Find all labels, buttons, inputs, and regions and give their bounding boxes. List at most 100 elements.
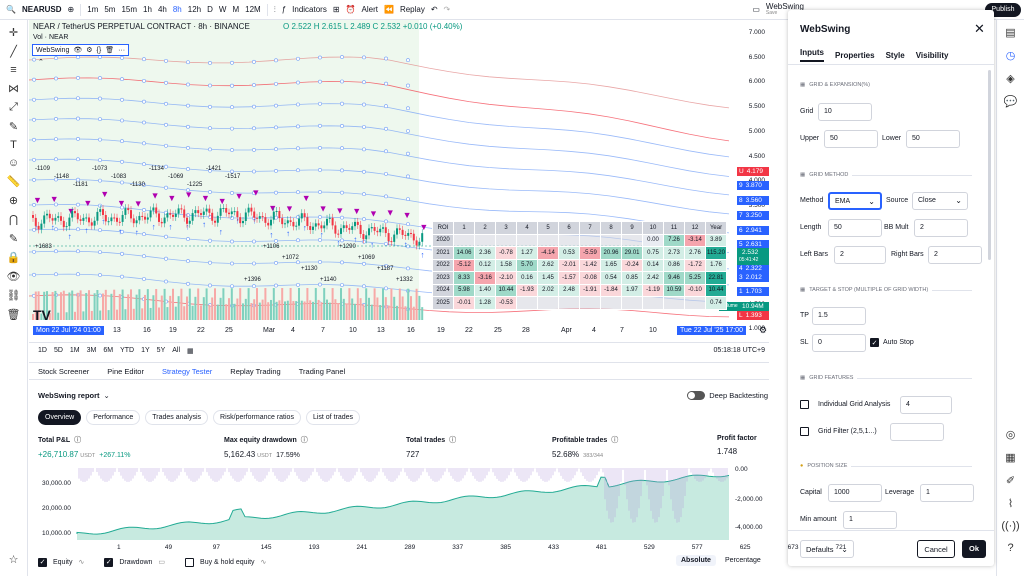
info-icon[interactable]: ⓘ: [300, 437, 308, 444]
ruler-icon[interactable]: 📏: [6, 176, 21, 188]
report-subtab-2[interactable]: Trades analysis: [145, 410, 209, 425]
legend-checkbox-1[interactable]: ✓: [104, 557, 114, 567]
timeframe-4[interactable]: 4h: [157, 5, 167, 14]
panel-tab-2[interactable]: Strategy Tester: [161, 366, 213, 376]
report-subtab-3[interactable]: Risk/performance ratios: [213, 410, 301, 425]
link-icon[interactable]: ⛓: [6, 290, 21, 302]
layouts-icon[interactable]: ⊞: [332, 5, 340, 14]
replay-button[interactable]: Replay: [399, 5, 425, 14]
timeframe-1[interactable]: 5m: [104, 5, 116, 14]
brush-icon[interactable]: ✎: [8, 121, 19, 133]
alert-button[interactable]: Alert: [361, 5, 378, 14]
upper-input[interactable]: 50: [824, 130, 878, 148]
publish-button[interactable]: Publish: [985, 3, 1021, 17]
trendline-icon[interactable]: ╱: [10, 46, 17, 58]
lock-icon[interactable]: 🔒: [6, 252, 21, 264]
timeframe-3[interactable]: 1h: [143, 5, 152, 14]
chart-title[interactable]: NEAR / TetherUS PERPETUAL CONTRACT · 8h …: [33, 22, 250, 31]
eye-icon[interactable]: 👁: [6, 271, 21, 283]
layout-name[interactable]: WebSwing Save: [766, 2, 804, 17]
chevron-down-icon[interactable]: ⌄: [103, 390, 110, 400]
fib-icon[interactable]: ≡: [10, 64, 17, 76]
indicators-button[interactable]: Indicators: [292, 5, 327, 14]
replay-icon[interactable]: ⏪: [383, 5, 394, 14]
text-icon[interactable]: T: [10, 139, 17, 151]
indicator-name[interactable]: WebSwing: [36, 46, 70, 54]
calendar-icon[interactable]: ▦: [1005, 452, 1016, 464]
panel-tab-3[interactable]: Replay Trading: [230, 366, 281, 376]
dialog-tab-1[interactable]: Properties: [835, 50, 875, 60]
individual-grid-checkbox[interactable]: [800, 400, 809, 409]
report-subtab-1[interactable]: Performance: [86, 410, 141, 425]
help-icon[interactable]: ?: [1007, 542, 1014, 554]
panel-tab-1[interactable]: Pine Editor: [107, 366, 144, 376]
rightbars-input[interactable]: 2: [928, 246, 982, 264]
panel-tab-4[interactable]: Trading Panel: [298, 366, 346, 376]
alerts-clock-icon[interactable]: ◷: [1005, 50, 1016, 62]
range-5[interactable]: YTD: [120, 347, 135, 354]
price-chart[interactable]: ▼↑▼↑▼↑▼↑▼↑▼↑▼↑▼↑▼↑▼↑▼↑▼↑▼↑▼↑▼↑▼↑▼↑▼↑▼↑▼↑…: [29, 20, 769, 338]
calendar-icon[interactable]: ▦: [187, 347, 194, 355]
autostop-checkbox[interactable]: ✓: [870, 338, 879, 347]
search-icon[interactable]: 🔍: [6, 5, 16, 14]
more-icon[interactable]: ···: [118, 46, 126, 54]
timeframe-7[interactable]: D: [207, 5, 213, 14]
redo-icon[interactable]: ↷: [443, 5, 451, 14]
alert-icon[interactable]: ⏰: [345, 5, 356, 14]
tp-input[interactable]: 1.5: [812, 307, 866, 325]
timeframe-6[interactable]: 12h: [187, 5, 202, 14]
report-subtab-4[interactable]: List of trades: [305, 410, 361, 425]
ok-button[interactable]: Ok: [962, 540, 986, 558]
signal-icon[interactable]: ((·)): [1001, 520, 1020, 532]
defaults-button[interactable]: Defaults: [800, 540, 854, 559]
info-icon[interactable]: ⓘ: [449, 437, 457, 444]
lower-input[interactable]: 50: [906, 130, 960, 148]
settings-icon[interactable]: ⚙: [759, 325, 768, 335]
cancel-button[interactable]: Cancel: [917, 540, 955, 558]
grid-filter-checkbox[interactable]: [800, 427, 809, 436]
range-7[interactable]: 5Y: [156, 347, 166, 354]
dialog-tab-3[interactable]: Visibility: [915, 50, 949, 60]
panel-tab-0[interactable]: Stock Screener: [38, 366, 90, 376]
chart-type-icon[interactable]: ⫶: [273, 4, 276, 14]
magnet-icon[interactable]: ⋂: [8, 214, 19, 226]
dialog-tab-2[interactable]: Style: [885, 50, 905, 60]
equity-chart[interactable]: [29, 462, 769, 554]
indicator-legend[interactable]: WebSwing 👁 ⚙ {} 🗑 ···: [32, 44, 130, 56]
pine-icon[interactable]: ⌇: [1007, 498, 1014, 510]
scrollbar[interactable]: [988, 70, 991, 260]
indicators-icon[interactable]: ƒ: [281, 5, 287, 14]
dialog-tab-0[interactable]: Inputs: [800, 48, 824, 62]
timeframe-5[interactable]: 8h: [172, 5, 182, 14]
report-subtab-0[interactable]: Overview: [38, 410, 82, 425]
timeframe-8[interactable]: W: [218, 5, 227, 14]
timeframe-0[interactable]: 1m: [87, 5, 99, 14]
info-icon[interactable]: ⓘ: [74, 437, 82, 444]
timeframe-10[interactable]: 12M: [245, 5, 261, 14]
grid-input[interactable]: 10: [818, 103, 872, 121]
sl-input[interactable]: 0: [812, 334, 866, 352]
absolute-button[interactable]: Absolute: [676, 555, 716, 566]
prediction-icon[interactable]: ⤢: [9, 101, 18, 113]
settings-icon[interactable]: ⚙: [86, 47, 93, 54]
lock-drawing-icon[interactable]: ✎: [8, 233, 19, 245]
favorites-icon[interactable]: ☆: [8, 554, 19, 566]
range-0[interactable]: 1D: [38, 347, 47, 354]
source-code-icon[interactable]: {}: [96, 46, 102, 54]
close-icon[interactable]: ✕: [974, 21, 985, 36]
notes-icon[interactable]: ✐: [1005, 475, 1016, 487]
time-scale[interactable]: Mon 22 Jul '24 01:00 Tue 22 Jul '25 17:0…: [29, 324, 769, 338]
target-icon[interactable]: ◎: [1005, 429, 1016, 441]
leftbars-input[interactable]: 2: [834, 246, 886, 264]
collapse-icon[interactable]: ⌃: [38, 59, 44, 66]
timeframe-9[interactable]: M: [232, 5, 240, 14]
timeframe-2[interactable]: 15m: [121, 5, 138, 14]
emoji-icon[interactable]: ☺: [7, 157, 20, 169]
eye-icon[interactable]: 👁: [73, 47, 83, 54]
chart-canvas[interactable]: ▼↑▼↑▼↑▼↑▼↑▼↑▼↑▼↑▼↑▼↑▼↑▼↑▼↑▼↑▼↑▼↑▼↑▼↑▼↑▼↑…: [29, 20, 769, 338]
minamount-input[interactable]: 1: [843, 511, 897, 529]
grid-filter-input[interactable]: [890, 423, 944, 441]
range-3[interactable]: 3M: [86, 347, 97, 354]
zoom-icon[interactable]: ⊕: [8, 195, 19, 207]
percentage-button[interactable]: Percentage: [724, 557, 761, 564]
